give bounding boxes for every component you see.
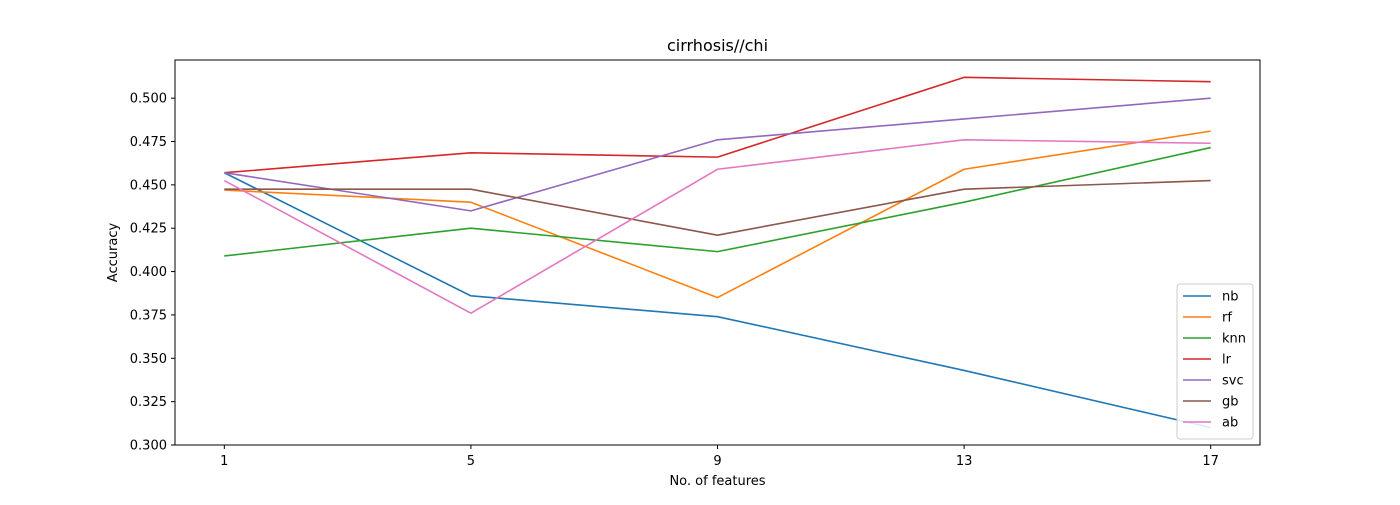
series-line-lr [224,76,1211,174]
legend-label-gb: gb [1222,395,1239,410]
x-tick-label: 9 [713,454,721,469]
legend-label-lr: lr [1222,353,1232,368]
legend-label-nb: nb [1222,290,1239,305]
x-tick-label: 17 [1202,454,1219,469]
y-tick-label: 0.450 [130,178,167,193]
legend-label-rf: rf [1222,311,1232,326]
series-line-nb [223,172,1211,429]
y-tick-label: 0.300 [130,439,167,454]
y-tick-label: 0.400 [130,265,167,280]
x-tick-label: 13 [956,454,973,469]
x-axis-label: No. of features [669,474,765,489]
y-tick-label: 0.350 [130,352,167,367]
series-line-knn [224,146,1211,257]
y-axis-label: Accuracy [106,223,121,283]
x-axis-ticks: 1 5 9 13 17 [220,445,1219,469]
x-tick-label: 5 [467,454,475,469]
y-tick-label: 0.325 [130,395,167,410]
series-line-gb [224,179,1211,236]
legend-label-knn: knn [1222,332,1246,347]
y-tick-label: 0.425 [130,222,167,237]
series-line-svc [224,97,1211,212]
series-line-rf [224,130,1211,299]
y-tick-label: 0.475 [130,135,167,150]
plot-frame [174,59,1261,446]
legend-box [1176,283,1254,440]
y-tick-label: 0.500 [130,92,167,107]
legend-label-svc: svc [1222,374,1244,389]
plot-lines [223,76,1211,429]
y-axis-ticks: 0.300 0.325 0.350 0.375 0.400 0.425 0.450 0.475… [130,92,175,454]
legend: nb rf knn lr svc gb ab [1176,283,1254,440]
x-tick-label: 1 [220,454,228,469]
legend-label-ab: ab [1222,416,1238,431]
y-tick-label: 0.375 [130,308,167,323]
chart-title: cirrhosis//chi [667,36,768,55]
series-line-ab [223,138,1211,314]
